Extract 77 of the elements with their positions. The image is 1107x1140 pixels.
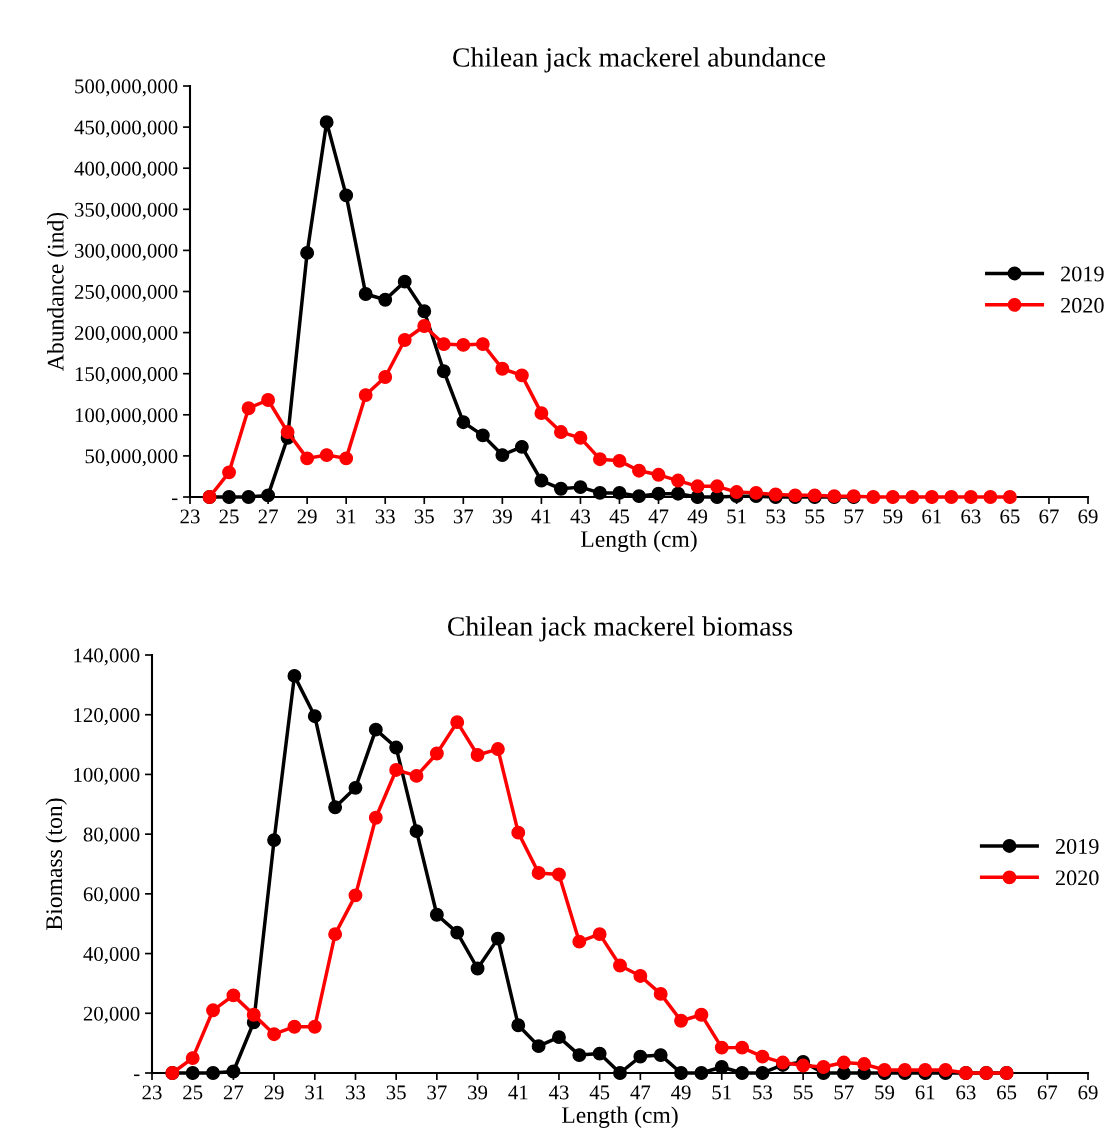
x-tick-label: 55: [793, 1085, 813, 1100]
x-tick-label: 49: [671, 1085, 691, 1100]
x-tick-label: 51: [727, 509, 746, 524]
x-tick-label: 45: [609, 509, 630, 524]
x-tick-label: 57: [844, 509, 864, 524]
y-tick-label: 100,000: [74, 767, 140, 785]
x-axis-title: Length (cm): [562, 1106, 678, 1128]
x-tick-label: 39: [468, 1085, 488, 1100]
y-tick-label: -: [172, 498, 178, 501]
x-tick-label: 47: [630, 1085, 651, 1100]
x-tick-label: 41: [508, 1085, 528, 1100]
x-tick-label: 53: [753, 1085, 773, 1100]
x-tick-label: 49: [687, 509, 708, 524]
x-tick-label: 65: [997, 1085, 1017, 1100]
legend-label: 2019: [1055, 838, 1099, 854]
x-tick-label: 51: [712, 1085, 731, 1100]
y-tick-label: 140,000: [74, 648, 140, 666]
x-tick-label: 59: [875, 1085, 895, 1100]
x-tick-label: 61: [922, 509, 941, 524]
y-tick-label: -: [134, 1074, 140, 1077]
x-tick-label: 57: [834, 1085, 854, 1100]
y-tick-label: 150,000,000: [75, 367, 178, 385]
x-tick-label: 69: [1078, 1085, 1098, 1100]
x-axis-title: Length (cm): [581, 530, 697, 552]
y-tick-label: 80,000: [83, 827, 140, 845]
y-axis-title: Biomass (ton): [45, 798, 67, 930]
x-tick-label: 29: [264, 1085, 284, 1100]
x-tick-label: 61: [915, 1085, 935, 1100]
y-tick-label: 50,000,000: [85, 449, 178, 467]
x-tick-label: 47: [648, 509, 669, 524]
x-tick-label: 27: [223, 1085, 244, 1100]
x-tick-label: 31: [336, 509, 356, 524]
x-tick-label: 67: [1037, 1085, 1058, 1100]
y-tick-label: 350,000,000: [75, 202, 178, 220]
x-tick-label: 33: [346, 1085, 366, 1100]
x-tick-label: 35: [414, 509, 434, 524]
x-tick-label: 25: [183, 1085, 203, 1100]
chart-title: Chilean jack mackerel abundance: [453, 47, 826, 73]
x-tick-label: 43: [570, 509, 591, 524]
legend-label: 2020: [1061, 297, 1104, 313]
y-axis-title: Abundance (ind): [47, 212, 69, 371]
x-tick-label: 63: [961, 509, 981, 524]
y-tick-label: 120,000: [74, 708, 140, 726]
x-tick-label: 43: [548, 1085, 569, 1100]
y-tick-label: 60,000: [83, 887, 140, 905]
y-tick-label: 300,000,000: [75, 243, 178, 261]
y-tick-label: 100,000,000: [75, 408, 178, 426]
y-tick-label: 40,000: [83, 946, 140, 964]
x-tick-label: 23: [180, 509, 200, 524]
y-tick-label: 20,000: [83, 1006, 140, 1024]
x-tick-label: 37: [427, 1085, 447, 1100]
x-tick-label: 65: [1000, 509, 1020, 524]
y-tick-label: 450,000,000: [74, 120, 178, 138]
y-tick-label: 250,000,000: [74, 284, 178, 302]
x-tick-label: 25: [219, 509, 239, 524]
x-tick-label: 69: [1078, 509, 1098, 524]
chart-title: Chilean jack mackerel biomass: [447, 616, 793, 642]
x-tick-label: 39: [492, 509, 512, 524]
x-tick-label: 37: [453, 509, 474, 524]
legend-label: 2019: [1061, 266, 1104, 282]
x-tick-label: 53: [766, 509, 786, 524]
x-tick-label: 41: [531, 509, 551, 524]
x-tick-label: 59: [883, 509, 903, 524]
x-tick-label: 35: [386, 1085, 406, 1100]
x-tick-label: 55: [805, 509, 825, 524]
x-tick-label: 23: [142, 1085, 162, 1100]
x-tick-label: 29: [297, 509, 317, 524]
y-tick-label: 500,000,000: [75, 79, 178, 97]
x-tick-label: 27: [258, 509, 278, 524]
y-tick-label: 200,000,000: [74, 325, 178, 344]
x-tick-label: 67: [1039, 509, 1059, 524]
x-tick-label: 31: [305, 1085, 324, 1100]
x-tick-label: 33: [375, 509, 395, 524]
x-tick-label: 63: [956, 1085, 976, 1100]
x-tick-label: 45: [589, 1085, 610, 1100]
legend-label: 2020: [1055, 870, 1099, 886]
y-tick-label: 400,000,000: [74, 161, 178, 179]
